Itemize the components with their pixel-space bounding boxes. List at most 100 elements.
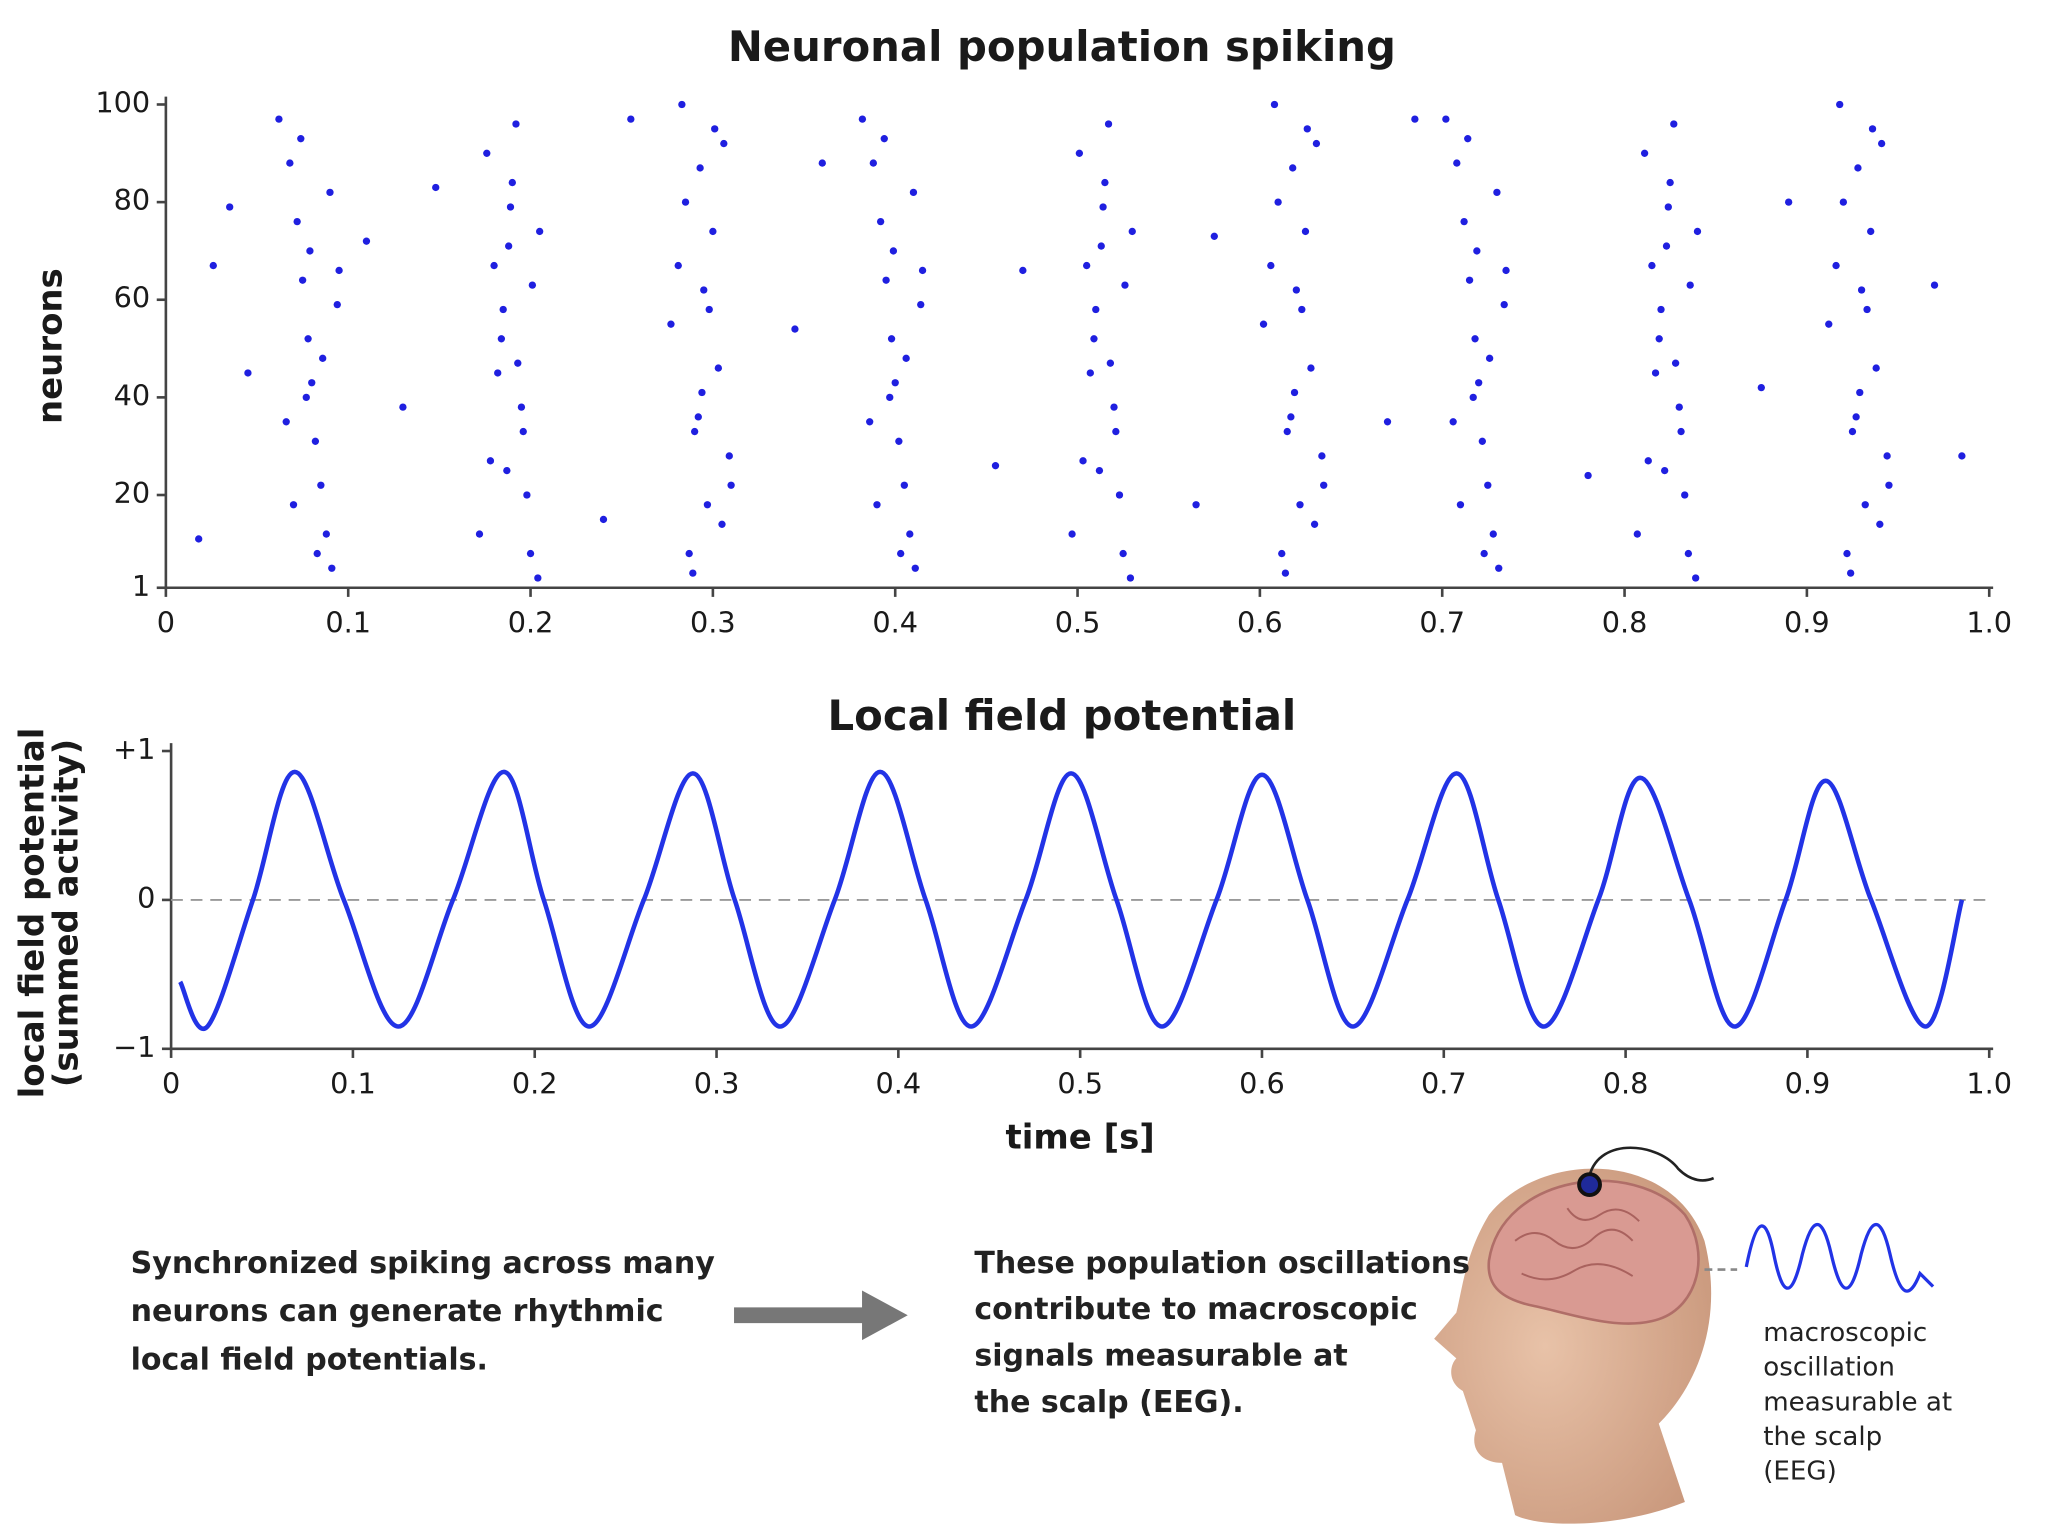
y-tick-label: +1: [113, 732, 155, 766]
spike: [1677, 427, 1685, 436]
spike: [1104, 120, 1113, 128]
spike: [1307, 364, 1315, 372]
spike: [1281, 569, 1290, 577]
y-tick-label: 100: [95, 85, 150, 119]
spike: [1852, 413, 1860, 421]
spike: [362, 237, 371, 245]
spike: [1958, 452, 1966, 460]
spike: [1383, 418, 1392, 426]
spike: [685, 549, 693, 558]
spike: [1101, 178, 1109, 187]
x-tick-label: 0.5: [1055, 605, 1101, 639]
spike: [1259, 320, 1268, 328]
spike: [880, 135, 888, 143]
spike: [1485, 354, 1494, 362]
spike: [709, 227, 717, 236]
spike: [536, 227, 544, 236]
spike: [1872, 364, 1880, 372]
spike: [483, 149, 491, 157]
spike: [1664, 203, 1672, 211]
spike: [1867, 227, 1875, 236]
y-tick-label: 60: [114, 281, 151, 315]
spike: [1303, 125, 1311, 133]
spike: [1839, 198, 1848, 206]
spike: [399, 403, 407, 411]
spike: [275, 115, 283, 123]
spike: [1274, 198, 1282, 206]
spike: [1210, 232, 1218, 240]
y-axis-label: (summed activity): [46, 739, 86, 1087]
spike: [1857, 286, 1866, 294]
spike: [1310, 520, 1319, 528]
spike: [505, 242, 513, 250]
chart-title: Neuronal population spiking: [728, 22, 1396, 71]
spike: [1877, 139, 1886, 148]
x-tick-label: 0.3: [690, 605, 736, 639]
spike: [503, 466, 511, 475]
spike: [499, 305, 507, 314]
spike: [519, 427, 527, 436]
spike: [1312, 139, 1321, 148]
note-left: Synchronized spiking across many: [131, 1246, 716, 1281]
spike: [1019, 266, 1027, 275]
spike: [226, 203, 234, 211]
spike: [289, 501, 298, 509]
x-tick-label: 0: [162, 1066, 180, 1100]
spike: [534, 574, 542, 582]
electrode: [1577, 1172, 1602, 1198]
spike: [891, 379, 899, 387]
spike: [917, 300, 925, 309]
spike: [873, 501, 881, 509]
spike: [297, 135, 305, 143]
y-tick-label: 40: [114, 378, 151, 412]
spike: [1655, 335, 1663, 343]
spike: [1469, 393, 1477, 402]
spike: [322, 530, 330, 538]
spike: [895, 437, 903, 445]
spike: [866, 418, 874, 426]
spike: [1449, 418, 1457, 426]
spike: [1832, 261, 1840, 270]
spike: [1473, 247, 1481, 255]
spike: [1885, 481, 1893, 489]
spike: [1301, 227, 1310, 236]
spike: [1453, 159, 1461, 167]
spike: [1075, 149, 1084, 157]
spike: [703, 501, 712, 509]
note-left: local field potentials.: [131, 1342, 488, 1377]
spike: [1270, 100, 1279, 109]
spike: [313, 549, 321, 558]
spike: [667, 320, 675, 328]
spike: [1287, 413, 1295, 421]
x-tick-label: 1.0: [1966, 605, 2012, 639]
spike: [727, 481, 735, 489]
spike: [720, 139, 728, 148]
spike: [698, 388, 706, 397]
spike: [282, 418, 290, 426]
spike: [991, 462, 1000, 470]
spike: [897, 549, 905, 558]
spike: [475, 530, 484, 538]
spike: [1095, 466, 1104, 475]
spike: [909, 188, 918, 197]
spike: [1686, 281, 1694, 289]
note-right: signals measurable at: [974, 1339, 1347, 1374]
spike: [900, 481, 908, 489]
spike: [1868, 125, 1877, 133]
spike: [1267, 261, 1275, 270]
x-tick-label: 0.3: [694, 1066, 740, 1100]
x-tick-label: 0.7: [1421, 1066, 1467, 1100]
spike: [1854, 164, 1862, 172]
x-tick-label: 1.0: [1966, 1066, 2012, 1100]
spike: [1693, 227, 1702, 236]
spike: [1675, 403, 1683, 411]
illustration: [734, 1146, 1935, 1524]
x-tick-label: 0.7: [1419, 605, 1465, 639]
spike: [1092, 305, 1100, 314]
note-right: the scalp (EEG).: [974, 1385, 1243, 1420]
y-tick-label: −1: [113, 1030, 155, 1064]
spike: [1079, 457, 1087, 465]
spike: [1863, 305, 1871, 314]
x-tick-label: 0.9: [1785, 1066, 1831, 1100]
